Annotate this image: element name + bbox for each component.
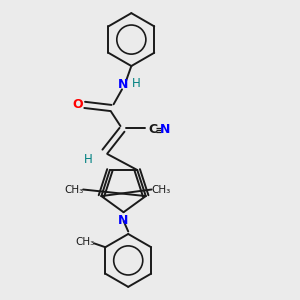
Text: H: H — [83, 153, 92, 166]
Text: CH₃: CH₃ — [151, 185, 170, 195]
Text: CH₃: CH₃ — [64, 185, 83, 195]
Text: N: N — [160, 123, 170, 136]
Text: H: H — [132, 76, 140, 90]
Text: C: C — [148, 123, 158, 136]
Text: N: N — [118, 78, 129, 91]
Text: N: N — [118, 214, 129, 227]
Text: O: O — [73, 98, 83, 111]
Text: CH₃: CH₃ — [75, 237, 94, 247]
